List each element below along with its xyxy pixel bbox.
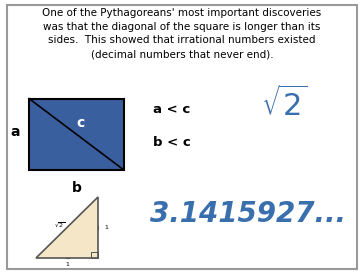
Text: 1: 1 [66,262,69,267]
Bar [91,252,98,258]
Text: $\sqrt{2}$: $\sqrt{2}$ [54,220,66,229]
Text: b < c: b < c [153,136,191,149]
Text: 3.1415927...: 3.1415927... [150,200,345,228]
Text: $\sqrt{2}$: $\sqrt{2}$ [261,86,307,122]
Text: 1: 1 [104,225,108,230]
Polygon shape [36,197,98,258]
Text: a: a [11,124,20,139]
Text: b: b [71,181,82,195]
Text: One of the Pythagoreans' most important discoveries
was that the diagonal of the: One of the Pythagoreans' most important … [42,8,322,59]
Text: a < c: a < c [153,103,190,116]
Bar [29,99,124,170]
Text: c: c [76,116,84,130]
